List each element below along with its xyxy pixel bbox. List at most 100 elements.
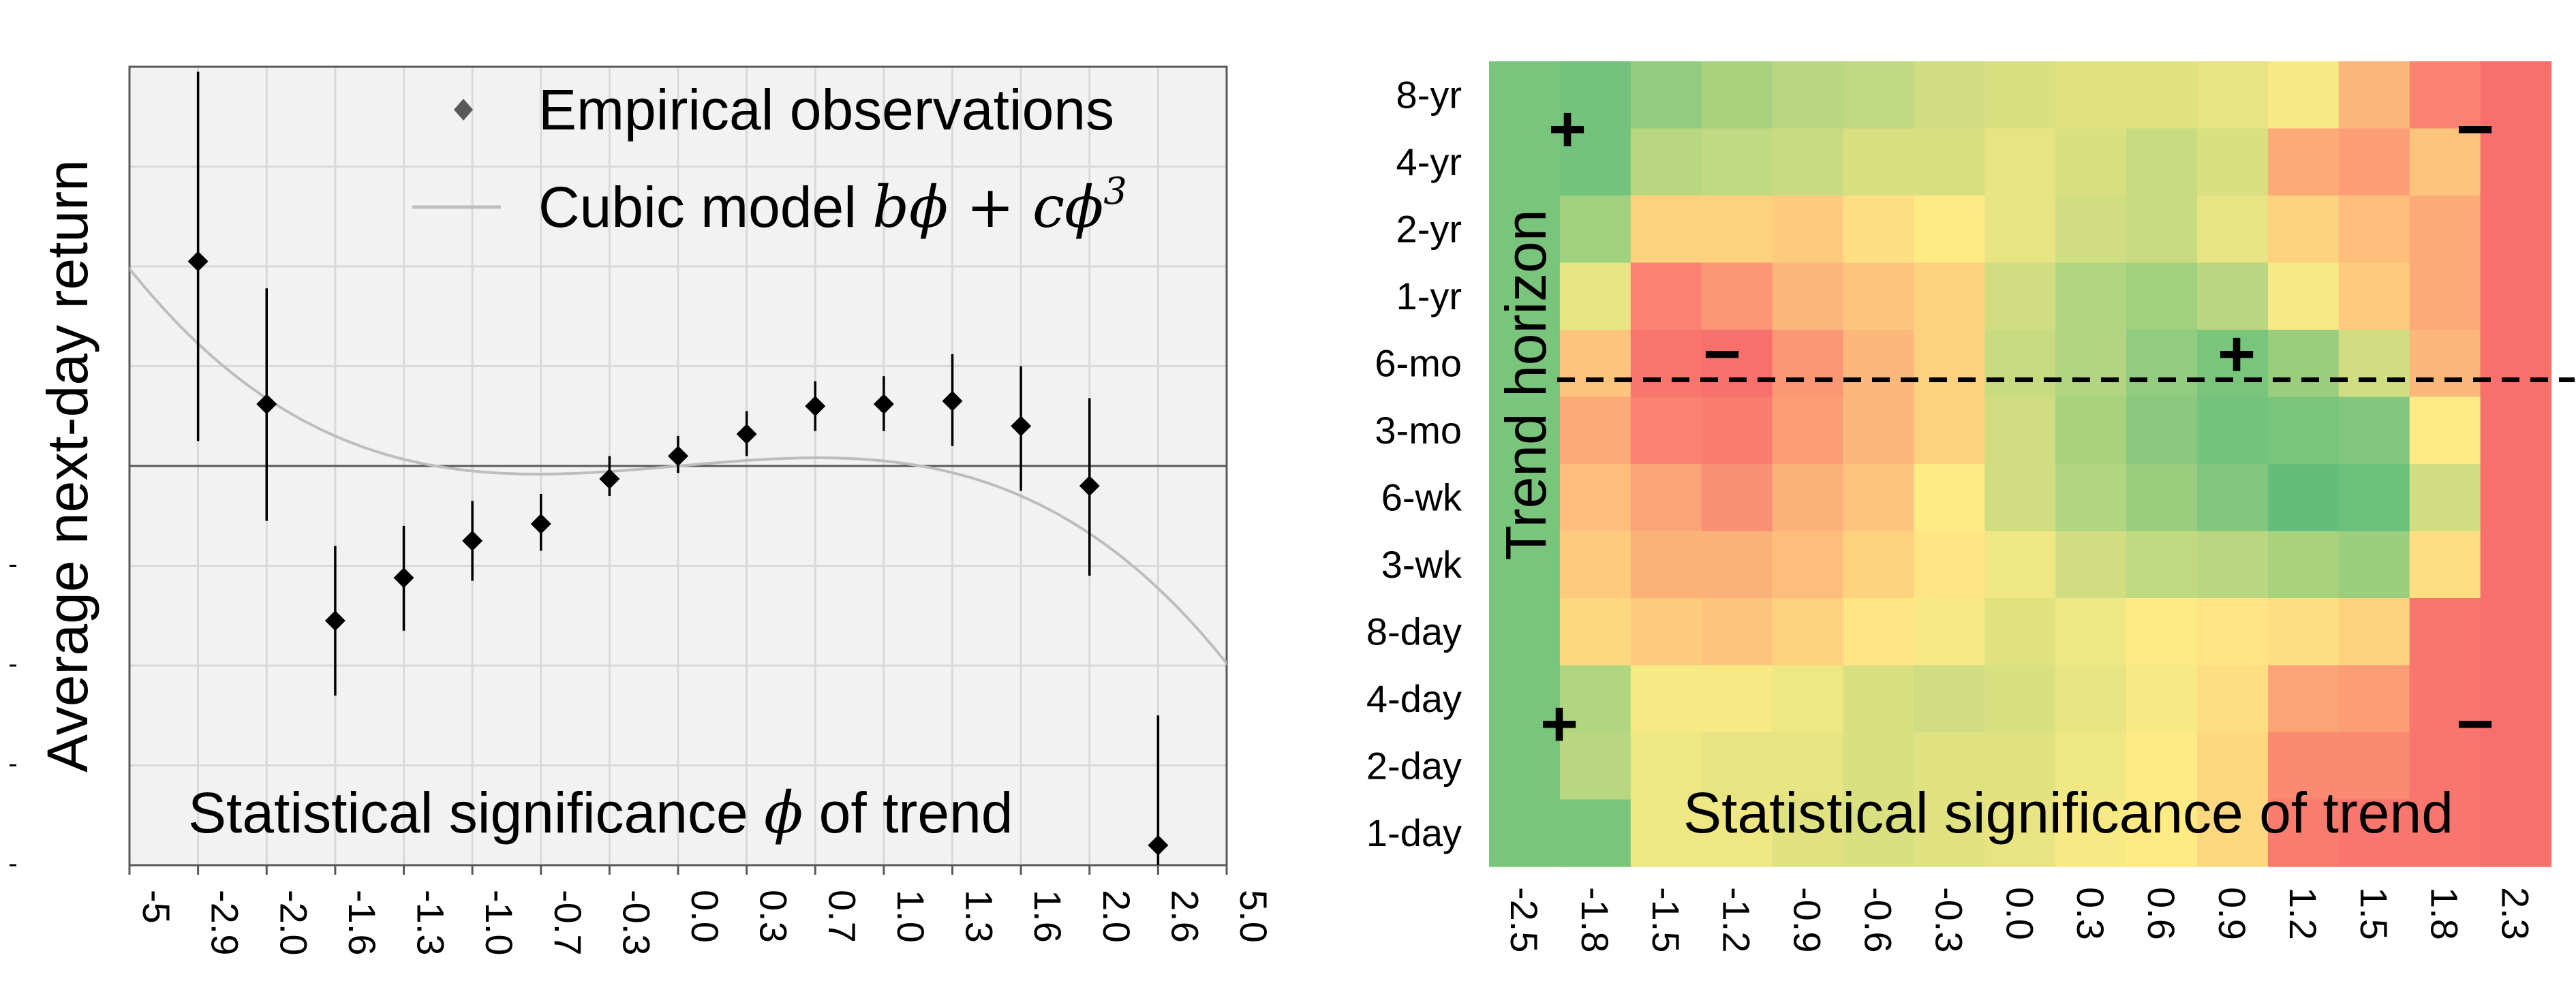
heatmap-cell	[1630, 128, 1702, 196]
heatmap-cell	[1772, 799, 1844, 867]
data-point	[187, 251, 209, 272]
heatmap-cell	[2055, 396, 2127, 465]
heatmap-cell	[1984, 799, 2056, 867]
heatmap-cell	[2197, 61, 2269, 129]
heatmap-cell	[2267, 61, 2340, 129]
heatmap-cell	[1559, 196, 1631, 264]
heatmap-cell	[1701, 262, 1773, 330]
heatmap-cell	[2338, 262, 2410, 330]
heatmap-cell	[1984, 665, 2056, 733]
heatmap-cell	[2338, 196, 2410, 264]
heatmap-cell	[1559, 732, 1631, 800]
heatmap-cell	[1772, 464, 1844, 532]
heatmap-cell	[1772, 262, 1844, 330]
heatmap-cell	[2126, 128, 2198, 196]
heatmap-y-tick-label: 2-day	[1366, 744, 1462, 787]
heatmap-x-tick-label: 1.2	[2282, 887, 2325, 940]
x-tick-label: 0.0	[684, 890, 726, 943]
heatmap-y-tick-label: 4-yr	[1396, 140, 1462, 183]
heatmap-cell	[2409, 799, 2481, 867]
heatmap-cell	[2338, 732, 2410, 800]
heatmap-y-tick-label: 4-day	[1366, 677, 1462, 720]
data-point	[942, 390, 963, 411]
legend: Empirical observations Cubic model bϕ + …	[412, 78, 1127, 240]
heatmap-cell	[2267, 598, 2340, 666]
heatmap-cell	[2267, 128, 2340, 196]
heatmap-x-tick-label: 0.3	[2069, 887, 2112, 940]
heatmap-cell	[2409, 464, 2481, 532]
heatmap-cell	[2267, 262, 2340, 330]
heatmap-cell	[2126, 61, 2198, 129]
heatmap-cell	[1984, 61, 2056, 129]
heatmap-y-tick-label: 6-wk	[1381, 476, 1462, 518]
heatmap-cell	[1772, 330, 1844, 398]
heatmap-cell	[1630, 799, 1702, 867]
heatmap-cell	[2126, 799, 2198, 867]
data-point	[1148, 835, 1169, 856]
heatmap-cell	[1630, 531, 1702, 599]
heatmap-cell	[1489, 799, 1561, 867]
heatmap-cell	[1701, 598, 1773, 666]
heatmap-sign-annotation: −	[2456, 687, 2494, 760]
data-point	[256, 394, 277, 415]
heatmap-cell	[1843, 330, 1914, 398]
heatmap-cell	[1914, 464, 1985, 532]
x-tick-label: 2.6	[1163, 890, 1206, 943]
heatmap-sign-annotation: +	[1540, 687, 1578, 760]
heatmap-cell	[1630, 196, 1702, 264]
heatmap-cell	[1914, 262, 1985, 330]
heatmap-cell	[1984, 531, 2056, 599]
heatmap-cell	[1489, 732, 1561, 800]
heatmap-cell	[2409, 330, 2481, 398]
heatmap-x-tick-label: 0.0	[1998, 887, 2041, 940]
heatmap-cell	[1914, 665, 1985, 733]
y-tick-marks	[10, 565, 16, 867]
heatmap-cell	[1701, 464, 1773, 532]
heatmap-cell	[1914, 330, 1985, 398]
heatmap-cell	[1772, 531, 1844, 599]
data-point	[324, 610, 346, 632]
heatmap-sign-annotation: −	[1703, 317, 1741, 390]
heatmap-y-tick-label: 3-wk	[1381, 543, 1462, 586]
heatmap-x-tick-label: 0.9	[2211, 887, 2254, 940]
heatmap-cell	[1984, 396, 2056, 465]
heatmap-cell	[1772, 732, 1844, 800]
heatmap-cell	[2197, 799, 2269, 867]
heatmap-cell	[1914, 396, 1985, 465]
heatmap-cell	[1772, 665, 1844, 733]
heatmap-cell	[1701, 396, 1773, 465]
x-tick-label: -1.6	[341, 890, 384, 956]
heatmap-cell	[1489, 128, 1561, 196]
heatmap-cell	[1772, 196, 1844, 264]
heatmap-cell	[1701, 196, 1773, 264]
heatmap-cell	[2480, 262, 2552, 330]
heatmap-cell	[1984, 464, 2056, 532]
heatmap-cell	[2126, 262, 2198, 330]
heatmap-x-tick-label: 1.8	[2423, 887, 2466, 940]
heatmap-cell	[1843, 196, 1914, 264]
x-tick-label: 2.0	[1095, 890, 1138, 943]
heatmap-cell	[1772, 61, 1844, 129]
x-tick-label: 1.3	[958, 890, 1001, 943]
heatmap-cell	[2197, 262, 2269, 330]
heatmap-cell	[1843, 665, 1914, 733]
heatmap-cell	[1489, 665, 1561, 733]
heatmap-cell	[2480, 732, 2552, 800]
heatmap-x-tick-label: 2.3	[2494, 887, 2537, 940]
heatmap-cell	[2480, 61, 2552, 129]
heatmap-cell	[2197, 330, 2269, 398]
heatmap-cell	[1559, 531, 1631, 599]
heatmap-cell	[1843, 799, 1914, 867]
heatmap-cell	[2409, 531, 2481, 599]
heatmap-cell	[2409, 262, 2481, 330]
heatmap-x-tick-label: -1.8	[1574, 887, 1616, 953]
x-tick-label: 0.7	[821, 890, 863, 943]
x-tick-label: -2.9	[204, 890, 247, 956]
heatmap-cell	[2409, 396, 2481, 465]
heatmap-cell	[1701, 665, 1773, 733]
x-tick-label: -5	[135, 890, 178, 924]
data-point	[1011, 416, 1032, 437]
heatmap-cell	[2055, 665, 2127, 733]
heatmap-cell	[1984, 128, 2056, 196]
